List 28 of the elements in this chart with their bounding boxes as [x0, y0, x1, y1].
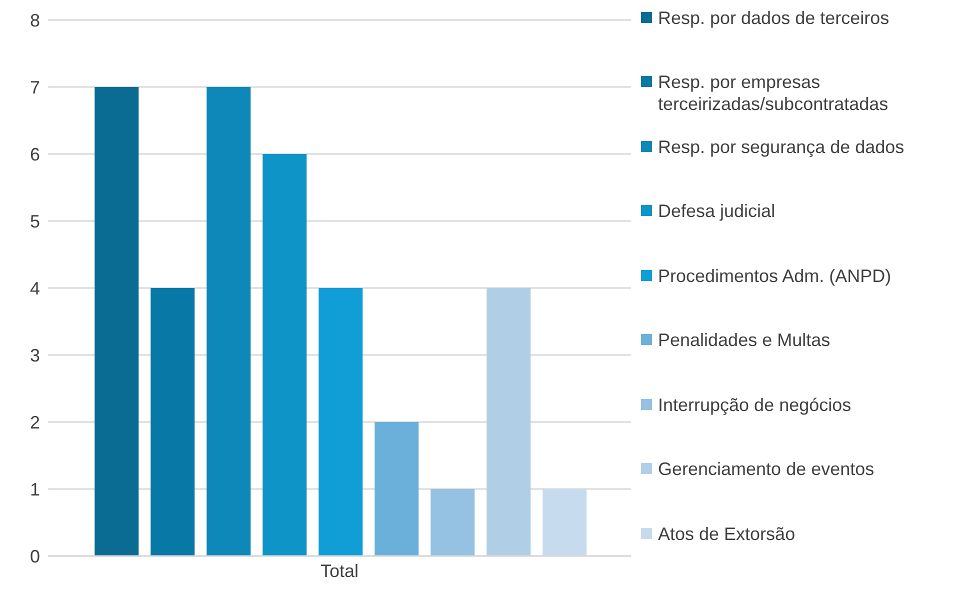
y-tick-label: 8: [30, 10, 40, 30]
bar: [318, 288, 363, 556]
bar: [374, 422, 419, 556]
bar: [94, 87, 139, 556]
bar: [206, 87, 251, 556]
y-tick-label: 5: [30, 211, 40, 232]
legend-label: Gerenciamento de eventos: [658, 458, 874, 480]
legend-label: Atos de Extorsão: [658, 522, 796, 545]
bar: [262, 154, 307, 556]
x-tick-label: Total: [320, 560, 359, 581]
bar: [542, 489, 587, 556]
legend-label: Procedimentos Adm. (ANPD): [658, 264, 892, 287]
y-tick-label: 4: [30, 278, 40, 298]
y-tick-label: 3: [30, 345, 40, 366]
legend-label: Defesa judicial: [658, 200, 776, 222]
legend-label: Penalidades e Multas: [658, 329, 830, 352]
legend-label: Resp. por empresas terceirizadas/subcontratadas: [658, 71, 890, 116]
y-tick-label: 1: [30, 479, 40, 500]
bar: [486, 288, 531, 556]
legend-label: Resp. por dados de terceiros: [658, 6, 890, 29]
legend-label: Interrupção de negócios: [658, 394, 852, 416]
y-tick-label: 7: [30, 77, 40, 98]
y-tick-label: 0: [30, 546, 40, 566]
bar: [430, 489, 475, 556]
y-tick-label: 6: [30, 144, 40, 164]
y-tick-label: 2: [30, 412, 40, 432]
bar: [150, 288, 195, 556]
legend-label: Resp. por segurança de dados: [658, 136, 904, 158]
